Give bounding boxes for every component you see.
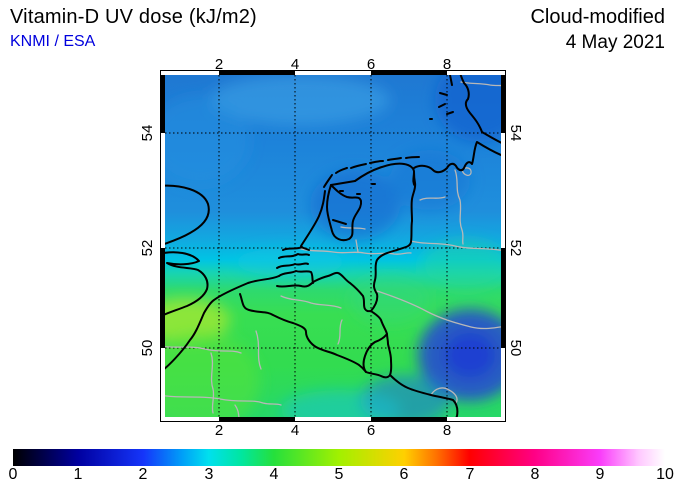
lon-tick-bottom-8: 8 (442, 422, 452, 439)
colorbar-tick-0: 0 (8, 466, 18, 483)
lat-tick-right-50: 50 (507, 339, 524, 357)
lat-tick-left-54: 54 (139, 124, 156, 142)
lat-tick-right-52: 52 (507, 239, 524, 257)
island-terschelling (350, 163, 367, 169)
border-luxembourg (362, 333, 393, 379)
coast-holland (300, 190, 326, 247)
island-sylt (449, 75, 453, 86)
island-schiermonnikoog (387, 157, 402, 161)
map-figure (160, 70, 506, 422)
island-amrum (438, 103, 446, 108)
right-header: Cloud-modified 4 May 2021 (530, 6, 665, 54)
island-ameland (369, 160, 384, 164)
coastlines-borders (165, 75, 501, 417)
colorbar-tick-9: 9 (595, 466, 605, 483)
lon-tick-bottom-2: 2 (214, 422, 224, 439)
colorbar-tick-3: 3 (204, 466, 214, 483)
colorbar-tick-2: 2 (138, 466, 148, 483)
ijsselmeer (326, 184, 363, 242)
island-fohr (439, 92, 448, 96)
colorbar-tick-4: 4 (269, 466, 279, 483)
colorbar-tick-5: 5 (334, 466, 344, 483)
coast-zeeland-3 (278, 253, 310, 259)
coast-german-bight (413, 141, 501, 174)
island-vlieland (335, 167, 348, 174)
gridlines (165, 75, 501, 417)
islands-german-wadden (405, 156, 420, 159)
coast-uk-thames-kent (165, 251, 209, 316)
colorbar-tick-1: 1 (73, 466, 83, 483)
border-be-fr (239, 293, 367, 373)
lon-tick-top-2: 2 (214, 56, 224, 73)
lon-tick-top-4: 4 (290, 56, 300, 73)
lon-tick-bottom-6: 6 (366, 422, 376, 439)
border-nl-de (370, 171, 417, 312)
regional-borders (165, 81, 501, 417)
map-frame-zebra (160, 70, 506, 422)
border-be-nl (276, 271, 372, 313)
date-label: 4 May 2021 (565, 32, 665, 53)
colorbar-tick-7: 7 (465, 466, 475, 483)
coast-zeeland-1 (278, 270, 314, 284)
border-be-de (370, 310, 388, 335)
colorbar-gradient (13, 449, 665, 466)
credit-label: KNMI / ESA (10, 33, 96, 50)
coast-france-belgium (165, 275, 280, 370)
lon-tick-top-8: 8 (442, 56, 452, 73)
colorbar-tick-8: 8 (530, 466, 540, 483)
coast-zeeland-2 (276, 262, 309, 269)
lat-tick-left-52: 52 (139, 239, 156, 257)
lat-tick-left-50: 50 (139, 339, 156, 357)
lon-tick-bottom-4: 4 (290, 422, 300, 439)
colorbar-tick-10: 10 (656, 466, 674, 483)
forecast-type-label: Cloud-modified (530, 6, 665, 28)
coast-maas-mouth (300, 246, 310, 251)
border-fr-de (389, 374, 459, 417)
colorbar-tick-6: 6 (399, 466, 409, 483)
afsluitdijk (330, 180, 356, 186)
lat-tick-right-54: 54 (507, 124, 524, 142)
page-title: Vitamin-D UV dose (kJ/m2) (10, 6, 257, 28)
island-pellworm (446, 111, 454, 115)
coast-elbe-schleswig (459, 75, 501, 144)
markermeer-dike (332, 219, 347, 225)
coast-uk-east-anglia (165, 184, 210, 245)
lon-tick-top-6: 6 (366, 56, 376, 73)
island-texel (323, 174, 333, 188)
